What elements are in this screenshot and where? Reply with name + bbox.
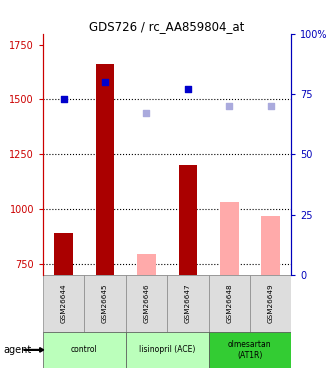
Bar — [220, 202, 239, 275]
Point — [61, 96, 66, 102]
Text: GSM26647: GSM26647 — [185, 284, 191, 323]
Bar — [126, 332, 209, 368]
Bar — [250, 275, 291, 332]
Text: GSM26645: GSM26645 — [102, 284, 108, 323]
Text: GSM26644: GSM26644 — [61, 284, 67, 323]
Point — [185, 86, 191, 92]
Text: lisinopril (ACE): lisinopril (ACE) — [139, 345, 195, 354]
Bar — [209, 332, 291, 368]
Bar — [167, 275, 209, 332]
Bar — [96, 64, 115, 275]
Point — [226, 103, 232, 109]
Bar — [126, 275, 167, 332]
Bar — [137, 254, 156, 275]
Bar — [261, 216, 280, 275]
Point — [268, 103, 273, 109]
Bar — [54, 233, 73, 275]
Text: GSM26648: GSM26648 — [226, 284, 232, 323]
Point — [103, 79, 108, 85]
Text: control: control — [71, 345, 98, 354]
Text: agent: agent — [3, 345, 31, 355]
Text: GSM26646: GSM26646 — [143, 284, 150, 323]
Bar — [43, 275, 84, 332]
Bar — [43, 332, 126, 368]
Text: olmesartan
(AT1R): olmesartan (AT1R) — [228, 340, 272, 360]
Title: GDS726 / rc_AA859804_at: GDS726 / rc_AA859804_at — [89, 20, 245, 33]
Point — [144, 110, 149, 116]
Text: GSM26649: GSM26649 — [267, 284, 274, 323]
Bar — [209, 275, 250, 332]
Bar — [84, 275, 126, 332]
Bar — [178, 165, 197, 275]
